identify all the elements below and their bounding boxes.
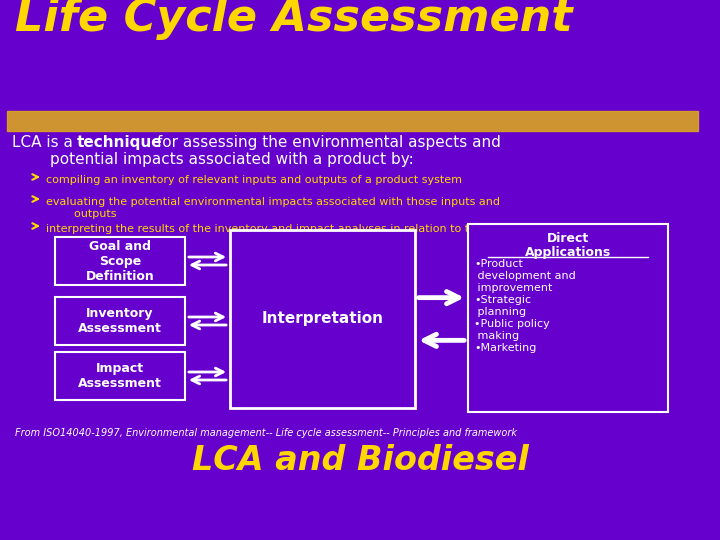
Text: interpreting the results of the inventory and impact analyses in relation to the: interpreting the results of the inventor… <box>46 224 538 246</box>
Text: •Product: •Product <box>474 259 523 269</box>
Text: evaluating the potential environmental impacts associated with those inputs and
: evaluating the potential environmental i… <box>46 197 500 219</box>
Text: Goal and
Scope
Definition: Goal and Scope Definition <box>86 240 154 282</box>
Bar <box>230 230 415 408</box>
Bar <box>468 224 668 412</box>
Text: development and: development and <box>474 271 576 281</box>
Text: LCA and Biodiesel: LCA and Biodiesel <box>192 444 528 477</box>
Text: •Public policy: •Public policy <box>474 319 550 329</box>
Text: improvement: improvement <box>474 283 552 293</box>
Text: Inventory
Assessment: Inventory Assessment <box>78 307 162 335</box>
Bar <box>55 352 185 400</box>
Text: Interpretation: Interpretation <box>261 312 384 327</box>
Text: From ISO14040-1997, Environmental management-- Life cycle assessment-- Principle: From ISO14040-1997, Environmental manage… <box>15 428 517 438</box>
Text: LCA is a: LCA is a <box>12 135 78 150</box>
Text: compiling an inventory of relevant inputs and outputs of a product system: compiling an inventory of relevant input… <box>46 175 462 185</box>
Bar <box>55 237 185 285</box>
Text: planning: planning <box>474 307 526 317</box>
Text: for assessing the environmental aspects and: for assessing the environmental aspects … <box>152 135 501 150</box>
Text: making: making <box>474 331 519 341</box>
Text: •Marketing: •Marketing <box>474 343 536 353</box>
Text: technique: technique <box>77 135 163 150</box>
Bar <box>55 297 185 345</box>
Text: •Strategic: •Strategic <box>474 295 531 305</box>
Text: Direct: Direct <box>547 232 589 245</box>
Bar <box>7 111 698 131</box>
Text: Impact
Assessment: Impact Assessment <box>78 362 162 390</box>
Text: potential impacts associated with a product by:: potential impacts associated with a prod… <box>50 152 414 167</box>
Text: Applications: Applications <box>525 246 611 259</box>
Text: Life Cycle Assessment: Life Cycle Assessment <box>15 0 572 40</box>
